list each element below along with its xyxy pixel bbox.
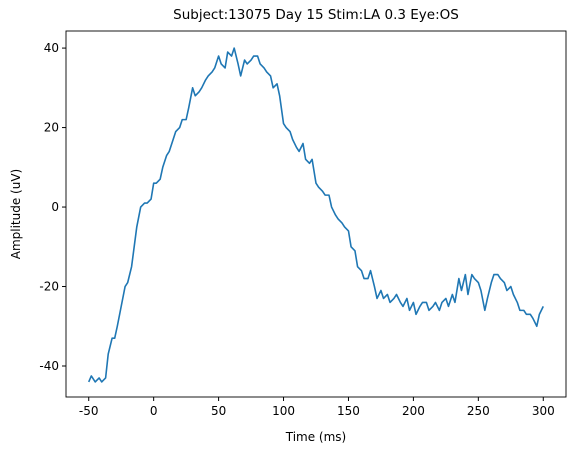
x-tick-label: 50 bbox=[211, 404, 226, 418]
y-tick-label: -40 bbox=[39, 359, 59, 373]
x-tick-label: 100 bbox=[272, 404, 295, 418]
data-line bbox=[87, 47, 544, 383]
y-tick-label: 40 bbox=[44, 41, 59, 55]
y-tick-label: -20 bbox=[39, 280, 59, 294]
x-tick-label: 250 bbox=[467, 404, 490, 418]
y-axis-label: Amplitude (uV) bbox=[9, 169, 23, 260]
y-tick-label: 20 bbox=[44, 121, 59, 135]
x-tick-label: 300 bbox=[532, 404, 555, 418]
plot-frame bbox=[65, 30, 567, 398]
chart-title: Subject:13075 Day 15 Stim:LA 0.3 Eye:OS bbox=[173, 7, 459, 23]
x-tick-label: 0 bbox=[150, 404, 158, 418]
x-tick-label: 200 bbox=[402, 404, 425, 418]
x-axis-label: Time (ms) bbox=[285, 430, 347, 444]
x-tick-label: -50 bbox=[79, 404, 99, 418]
y-tick-label: 0 bbox=[51, 200, 59, 214]
x-tick-label: 150 bbox=[337, 404, 360, 418]
